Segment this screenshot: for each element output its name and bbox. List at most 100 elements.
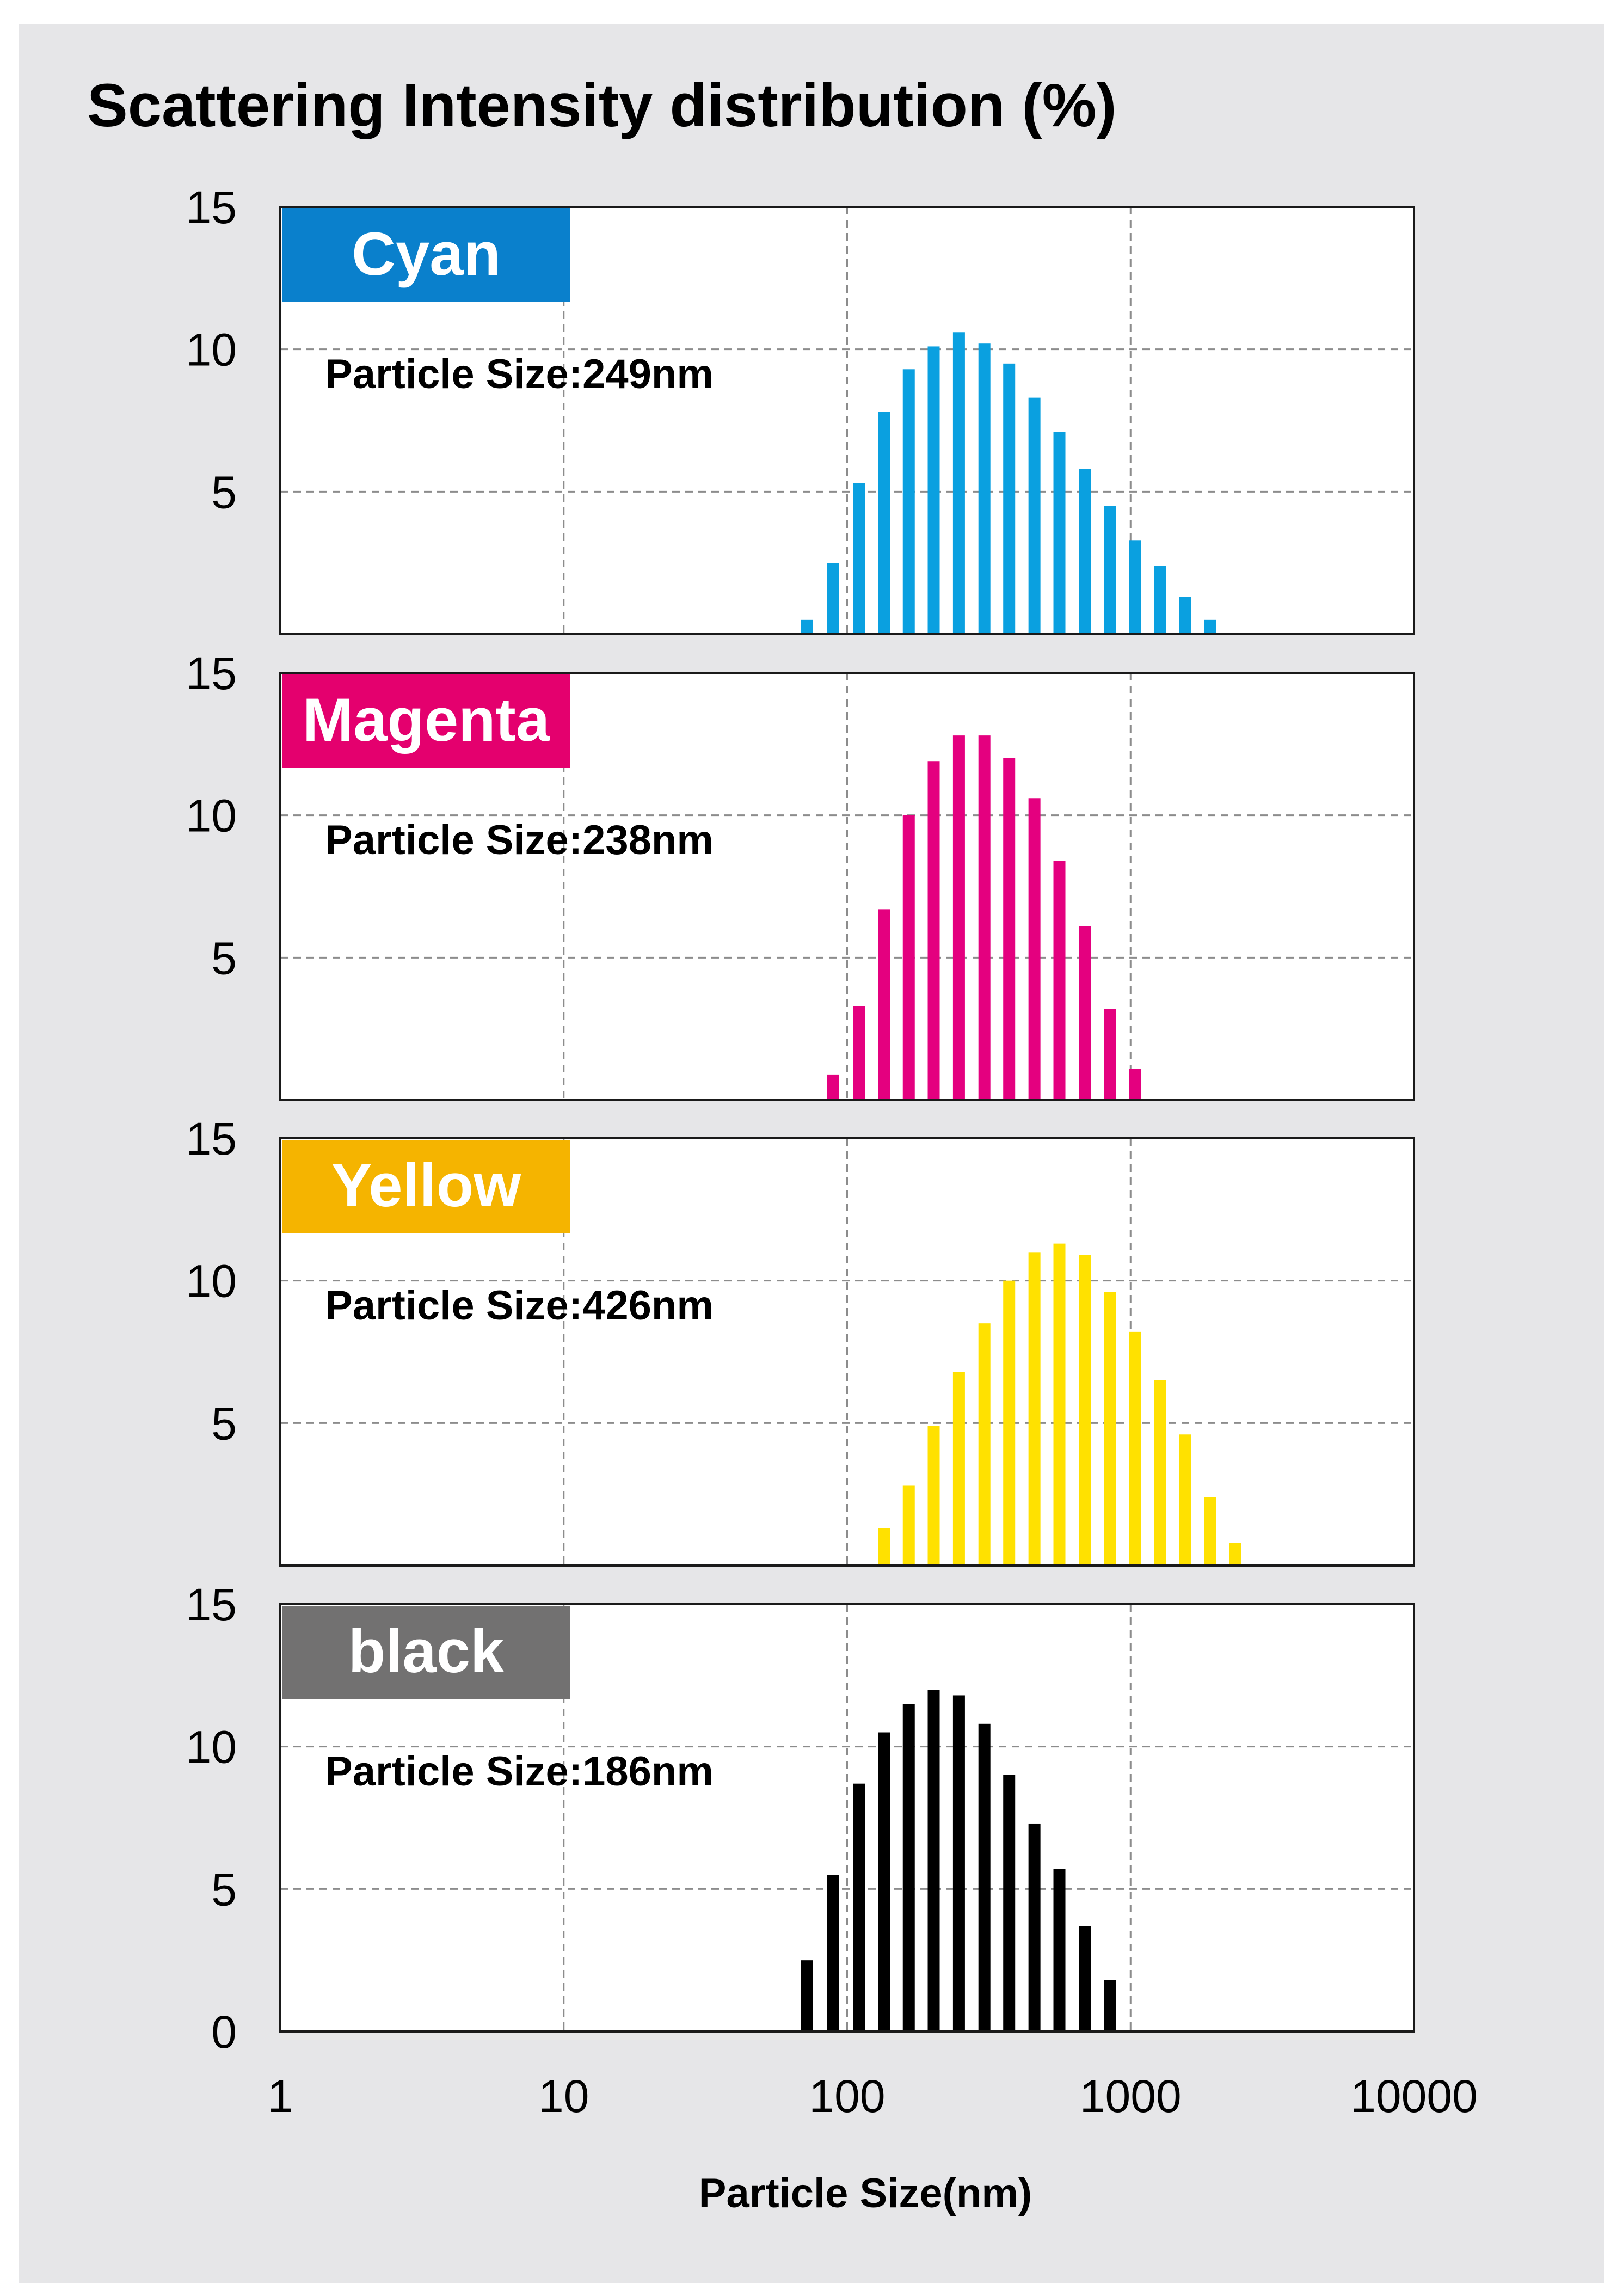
bar (1079, 926, 1091, 1100)
bar (878, 1732, 890, 2031)
bar (952, 735, 965, 1100)
bar (978, 735, 991, 1100)
panel-magenta: Magenta Particle Size:238nm 15 10 5 (186, 648, 1415, 1101)
bar (927, 1426, 940, 1566)
bar (978, 1723, 991, 2031)
plot-frame (279, 1137, 1415, 1567)
y-tick-label: 5 (211, 1864, 237, 1915)
bar (1204, 619, 1216, 634)
panel-yellow: Yellow Particle Size:426nm 15 10 5 (186, 1113, 1415, 1567)
series-label: black (348, 1617, 505, 1685)
y-tick-label: 15 (186, 648, 237, 699)
bar (1104, 506, 1116, 634)
series-label: Magenta (303, 686, 550, 754)
series-label-box (282, 1606, 570, 1699)
series-label-box (282, 1140, 570, 1233)
bar (878, 412, 890, 634)
bar (1104, 1292, 1116, 1566)
bar (853, 1783, 865, 2031)
bar (1079, 469, 1091, 634)
y-tick-label: 10 (186, 1722, 237, 1773)
bar (1003, 1775, 1016, 2031)
bar (1229, 1543, 1241, 1566)
y-tick-label: 15 (186, 1579, 237, 1630)
bar (902, 1485, 915, 1566)
bar (927, 761, 940, 1100)
bar (1003, 758, 1016, 1100)
particle-size-annotation: Particle Size:426nm (325, 1282, 714, 1329)
bar (1179, 1434, 1191, 1566)
y-tick-label: 0 (211, 2006, 237, 2058)
bar (1154, 566, 1166, 634)
particle-size-annotation: Particle Size:249nm (325, 351, 714, 397)
x-tick-label: 1 (268, 2071, 293, 2122)
bar (1028, 798, 1041, 1100)
bar (902, 369, 915, 634)
y-tick-label: 10 (186, 790, 237, 842)
bar (878, 1528, 890, 1566)
bar (978, 1323, 991, 1566)
plot-frame (279, 1603, 1415, 2033)
chart-title: Scattering Intensity distribution (%) (87, 71, 1117, 139)
x-axis-label: Particle Size(nm) (699, 2170, 1032, 2217)
bar (1154, 1380, 1166, 1566)
bar (1053, 1869, 1066, 2031)
plot-frame (279, 206, 1415, 635)
bar (1079, 1255, 1091, 1566)
bar (952, 1695, 965, 2031)
panel-cyan: Cyan Particle Size:249nm 15 10 5 (186, 182, 1415, 635)
bar (1003, 363, 1016, 634)
series-label-box (282, 674, 570, 768)
bar (978, 343, 991, 634)
bar (1129, 540, 1141, 634)
bar (1104, 1009, 1116, 1100)
bar (1079, 1926, 1091, 2031)
panel-black: black Particle Size:186nm 15 10 5 0 (186, 1579, 1415, 2058)
series-label: Cyan (352, 220, 501, 288)
x-tick-label: 1000 (1080, 2071, 1182, 2122)
y-tick-label: 5 (211, 466, 237, 518)
particle-size-annotation: Particle Size:238nm (325, 817, 714, 863)
x-tick-label: 100 (809, 2071, 885, 2122)
bar (952, 332, 965, 634)
bar (801, 619, 813, 634)
bar (1053, 861, 1066, 1100)
bar (827, 1074, 839, 1100)
y-tick-label: 5 (211, 1398, 237, 1449)
bar (1179, 597, 1191, 634)
bar (902, 815, 915, 1100)
bar (902, 1704, 915, 2031)
bar (827, 1875, 839, 2031)
plot-frame (279, 672, 1415, 1101)
bar (1028, 1252, 1041, 1566)
bar (1028, 397, 1041, 634)
bar (1129, 1331, 1141, 1566)
bar (1028, 1823, 1041, 2031)
particle-size-annotation: Particle Size:186nm (325, 1748, 714, 1795)
bar (1053, 1243, 1066, 1566)
series-label-box (282, 208, 570, 302)
x-tick-label: 10 (538, 2071, 589, 2122)
y-tick-label: 10 (186, 324, 237, 376)
bar (1129, 1069, 1141, 1100)
bar (878, 909, 890, 1100)
bar (927, 1690, 940, 2031)
bar (827, 563, 839, 634)
bar (1104, 1980, 1116, 2031)
bar (801, 1960, 813, 2031)
y-tick-label: 5 (211, 932, 237, 984)
y-tick-label: 10 (186, 1256, 237, 1307)
bar (1053, 432, 1066, 634)
bar (853, 483, 865, 634)
y-tick-label: 15 (186, 182, 237, 233)
bar (1204, 1497, 1216, 1566)
y-tick-label: 15 (186, 1113, 237, 1164)
bar (853, 1006, 865, 1100)
bar (1003, 1280, 1016, 1566)
bar (952, 1372, 965, 1566)
bar (927, 346, 940, 634)
series-label: Yellow (331, 1151, 521, 1219)
x-tick-label: 10000 (1350, 2071, 1478, 2122)
